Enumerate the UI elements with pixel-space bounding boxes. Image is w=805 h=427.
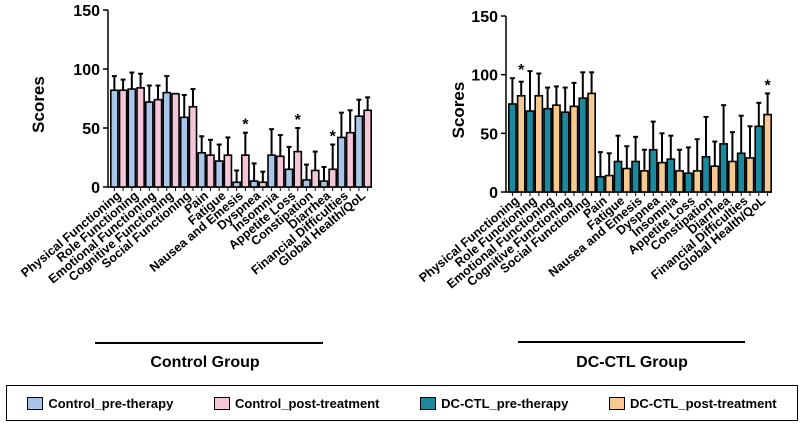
bar-Control_post-treatment <box>136 87 145 188</box>
bar-DC-CTL_pre-therapy <box>631 160 640 193</box>
y-tick-label: 100 <box>73 62 100 79</box>
bar-DC-CTL_pre-therapy <box>560 111 570 193</box>
legend-label: Control_post-treatment <box>235 395 380 411</box>
legend-item-control-post: Control_post-treatment <box>214 396 379 411</box>
bar-Control_pre-therapy <box>319 180 329 188</box>
legend-swatch <box>420 396 437 410</box>
bar-Control_pre-therapy <box>162 91 172 188</box>
bar-DC-CTL_post-treatment <box>657 161 667 193</box>
bar-DC-CTL_pre-therapy <box>648 148 658 193</box>
bar-DC-CTL_post-treatment <box>639 170 649 193</box>
bar-DC-CTL_post-treatment <box>587 92 596 193</box>
legend-swatch <box>609 396 625 410</box>
group-label: Control Group <box>150 354 260 371</box>
bar-DC-CTL_pre-therapy <box>543 107 552 193</box>
bar-DC-CTL_post-treatment <box>622 167 632 193</box>
bar-Control_post-treatment <box>171 92 180 188</box>
y-axis-label: Scores <box>29 76 48 133</box>
y-tick-label: 150 <box>73 3 100 20</box>
bar-Control_pre-therapy <box>110 89 119 188</box>
significance-marker: * <box>330 129 337 146</box>
legend-item-dcctl-post: DC-CTL_post-treatment <box>609 396 777 411</box>
legend-label: Control_pre-therapy <box>48 395 174 411</box>
y-tick-label: 50 <box>82 121 100 138</box>
y-tick-label: 100 <box>471 68 498 85</box>
bar-Control_post-treatment <box>363 109 373 188</box>
bar-Control_pre-therapy <box>284 168 294 188</box>
bar-Control_pre-therapy <box>127 88 137 188</box>
bar-Control_post-treatment <box>241 154 250 188</box>
bar-DC-CTL_pre-therapy <box>683 172 693 193</box>
bar-Control_post-treatment <box>153 98 163 188</box>
legend-item-control-pre: Control_pre-therapy <box>27 396 173 411</box>
y-axis-label: Scores <box>449 82 468 139</box>
bar-Control_pre-therapy <box>267 154 276 188</box>
bar-DC-CTL_post-treatment <box>692 170 702 193</box>
bar-DC-CTL_pre-therapy <box>719 143 728 193</box>
bar-Control_pre-therapy <box>302 179 311 188</box>
significance-marker: * <box>518 62 525 79</box>
bar-Control_pre-therapy <box>337 136 346 188</box>
bar-DC-CTL_post-treatment <box>569 105 579 193</box>
bar-DC-CTL_post-treatment <box>745 157 755 193</box>
bar-Control_post-treatment <box>345 131 355 188</box>
bar-DC-CTL_post-treatment <box>710 165 720 193</box>
bar-DC-CTL_post-treatment <box>727 160 737 193</box>
legend: Control_pre-therapy Control_post-treatme… <box>6 385 798 421</box>
bar-Control_post-treatment <box>118 89 128 188</box>
bar-DC-CTL_pre-therapy <box>595 175 605 193</box>
significance-marker: * <box>242 117 249 134</box>
bar-Control_pre-therapy <box>144 101 154 188</box>
y-tick-label: 0 <box>489 185 498 202</box>
bar-Control_post-treatment <box>293 150 303 188</box>
legend-label: DC-CTL_post-treatment <box>630 395 777 411</box>
bar-DC-CTL_pre-therapy <box>525 110 535 193</box>
y-tick-label: 0 <box>91 180 100 197</box>
bar-DC-CTL_pre-therapy <box>754 125 764 193</box>
bar-DC-CTL_pre-therapy <box>578 97 588 193</box>
bar-DC-CTL_post-treatment <box>763 113 772 193</box>
bar-DC-CTL_post-treatment <box>604 174 614 193</box>
bar-Control_post-treatment <box>328 168 338 188</box>
significance-marker: * <box>295 112 302 129</box>
bar-Control_post-treatment <box>188 105 198 188</box>
significance-marker: * <box>764 77 771 94</box>
bar-DC-CTL_post-treatment <box>516 94 526 193</box>
legend-swatch <box>27 396 44 410</box>
group-label: DC-CTL Group <box>576 354 688 371</box>
bar-Control_pre-therapy <box>214 160 224 188</box>
legend-item-dcctl-pre: DC-CTL_pre-therapy <box>420 396 568 411</box>
bar-DC-CTL_post-treatment <box>534 94 544 193</box>
bar-Control_pre-therapy <box>197 151 207 188</box>
bar-Control_post-treatment <box>275 155 285 188</box>
bar-Control_post-treatment <box>310 169 320 188</box>
bar-Control_post-treatment <box>258 181 268 188</box>
legend-swatch <box>214 396 231 410</box>
bar-Control_pre-therapy <box>179 116 189 188</box>
bar-DC-CTL_pre-therapy <box>613 160 623 193</box>
bar-DC-CTL_pre-therapy <box>701 156 711 193</box>
bar-Control_pre-therapy <box>354 115 364 188</box>
bar-DC-CTL_pre-therapy <box>666 158 676 193</box>
y-tick-label: 50 <box>480 126 498 143</box>
bar-DC-CTL_post-treatment <box>675 170 684 193</box>
bar-DC-CTL_post-treatment <box>551 104 561 193</box>
bar-Control_post-treatment <box>206 154 215 188</box>
bar-Control_pre-therapy <box>249 180 259 188</box>
bar-DC-CTL_pre-therapy <box>736 152 746 193</box>
y-tick-label: 150 <box>471 9 498 26</box>
bar-Control_pre-therapy <box>232 181 241 188</box>
legend-label: DC-CTL_pre-therapy <box>441 395 569 411</box>
bar-Control_post-treatment <box>223 154 233 188</box>
bar-DC-CTL_pre-therapy <box>507 103 517 193</box>
